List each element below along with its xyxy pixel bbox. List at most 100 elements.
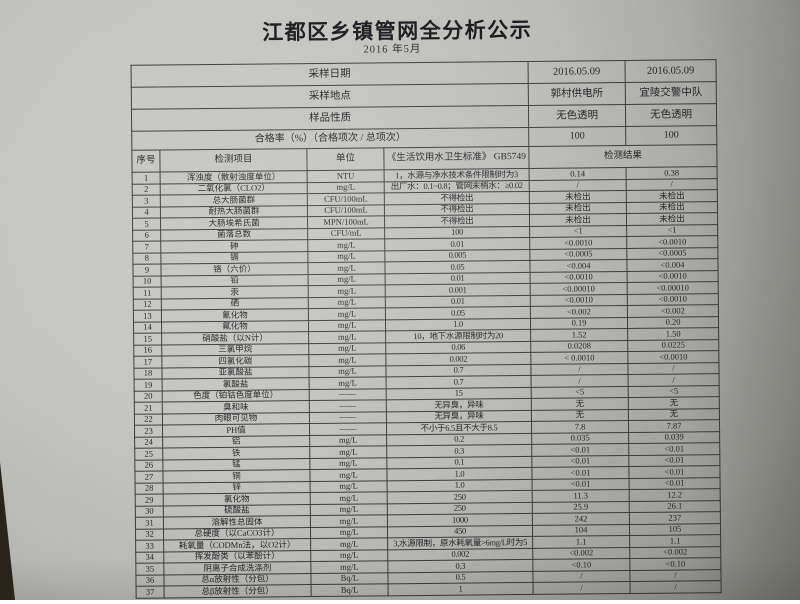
row-index: 10 — [133, 275, 162, 288]
row-index: 15 — [133, 332, 162, 345]
result-location-1: <0.10 — [532, 558, 630, 571]
item-name: 总β放射性（分包） — [164, 584, 312, 598]
result-location-1: / — [530, 363, 629, 376]
result-location-1: 1.52 — [530, 328, 628, 341]
item-unit: —— — [309, 388, 387, 401]
row-index: 14 — [133, 321, 162, 334]
row-index: 24 — [134, 436, 163, 449]
result-location-1: < 0.0010 — [530, 351, 628, 364]
row-index: 3 — [132, 194, 161, 207]
result-location-1: <5 — [531, 386, 629, 399]
result-location-2: / — [629, 569, 722, 582]
result-location-2: <0.0010 — [627, 270, 719, 283]
result-location-2: 26.1 — [629, 500, 721, 513]
item-unit: —— — [309, 411, 387, 424]
result-location-1: <0.01 — [531, 466, 630, 479]
item-unit: mg/L — [309, 457, 387, 470]
item-unit: mg/L — [310, 480, 388, 493]
item-unit: mg/L — [309, 468, 388, 482]
result-location-2: <0.01 — [628, 454, 720, 467]
result-location-1: 无 — [531, 397, 629, 410]
sampling-date-value-2: 2016.05.09 — [625, 59, 717, 83]
item-unit: mg/L — [308, 319, 386, 332]
item-unit: mg/L — [310, 491, 388, 505]
item-unit: mg/L — [308, 365, 387, 378]
item-unit: CFU/100mL — [307, 192, 385, 206]
result-location-1: / — [531, 374, 629, 387]
result-location-2: / — [630, 580, 722, 593]
item-unit: mg/L — [309, 434, 387, 447]
item-unit: mg/L — [310, 549, 388, 562]
row-index: 23 — [134, 424, 163, 437]
sampling-location-value-1: 郭村供电所 — [528, 82, 626, 106]
row-index: 27 — [134, 470, 164, 483]
result-location-2: 0.20 — [627, 316, 719, 329]
row-index: 25 — [134, 447, 163, 460]
result-location-1: 7.8 — [531, 420, 629, 433]
standard-limit: 1 — [388, 582, 534, 596]
col-header-item: 检测项目 — [159, 148, 308, 172]
pass-rate-value-2: 100 — [625, 125, 717, 146]
row-index: 7 — [132, 240, 161, 253]
result-location-1: 未检出 — [529, 202, 627, 215]
row-index: 29 — [135, 493, 164, 506]
result-location-2: <0.01 — [628, 442, 720, 456]
result-location-1: 0.14 — [529, 167, 627, 180]
result-location-2: 0.039 — [628, 431, 720, 444]
result-location-1: <0.01 — [531, 443, 629, 456]
result-location-2: <0.10 — [629, 557, 721, 570]
result-location-2: 未检出 — [626, 201, 718, 214]
result-location-2: <0.00010 — [627, 281, 719, 295]
result-location-2: 0.0225 — [627, 339, 719, 352]
item-unit: NTU — [307, 169, 385, 183]
result-location-1: / — [533, 581, 631, 594]
water-analysis-table: 采样日期 2016.05.09 2016.05.09 采样地点 郭村供电所 宜陵… — [131, 59, 722, 598]
result-location-1: <0.0005 — [529, 248, 627, 261]
item-unit: mg/L — [309, 376, 387, 390]
col-header-index: 序号 — [131, 149, 161, 173]
row-index: 30 — [135, 505, 164, 518]
result-location-2: 未检出 — [626, 189, 718, 203]
col-header-standard: 《生活饮用水卫生标准》 GB5749 — [383, 146, 530, 170]
result-location-2: 237 — [629, 511, 721, 524]
sampling-date-value-1: 2016.05.09 — [528, 60, 626, 84]
result-location-2: <0.002 — [629, 546, 721, 559]
result-location-2: 0.38 — [626, 166, 718, 180]
row-index: 32 — [135, 528, 164, 541]
result-location-2: <0.0010 — [627, 350, 719, 364]
item-unit: Bq/L — [311, 583, 389, 597]
sampling-location-value-2: 宜陵交警中队 — [625, 81, 717, 105]
row-index: 28 — [135, 482, 164, 495]
row-index: 34 — [135, 551, 164, 564]
result-location-1: <0.00010 — [530, 282, 628, 295]
result-location-1: 104 — [532, 523, 630, 537]
result-location-2: / — [628, 373, 720, 387]
result-location-1: 1.1 — [532, 535, 630, 548]
item-unit: mg/L — [308, 342, 386, 355]
result-location-1: <0.0010 — [530, 271, 628, 284]
result-location-1: <1 — [529, 225, 627, 238]
item-unit: mg/L — [307, 238, 385, 252]
result-location-1: <0.002 — [530, 305, 628, 318]
item-unit: mg/L — [307, 181, 385, 194]
row-index: 21 — [134, 401, 163, 414]
result-location-2: 105 — [629, 523, 721, 536]
result-location-1: <0.004 — [529, 259, 628, 272]
result-location-2: <5 — [628, 385, 720, 398]
row-index: 26 — [134, 459, 163, 472]
result-location-1: <0.01 — [531, 455, 629, 468]
item-unit: mg/L — [310, 514, 388, 528]
row-index: 2 — [132, 183, 161, 196]
row-index: 31 — [135, 516, 164, 529]
row-index: 11 — [133, 286, 162, 299]
item-unit: Bq/L — [310, 572, 389, 585]
row-index: 17 — [133, 355, 162, 368]
result-location-2: 无 — [628, 408, 720, 421]
result-location-1: / — [529, 179, 627, 192]
result-location-1: 0.035 — [531, 432, 629, 445]
item-unit: mg/L — [309, 445, 387, 459]
result-location-1: 无 — [531, 409, 629, 422]
result-location-1: <0.0010 — [530, 294, 628, 307]
row-index: 5 — [132, 217, 161, 230]
